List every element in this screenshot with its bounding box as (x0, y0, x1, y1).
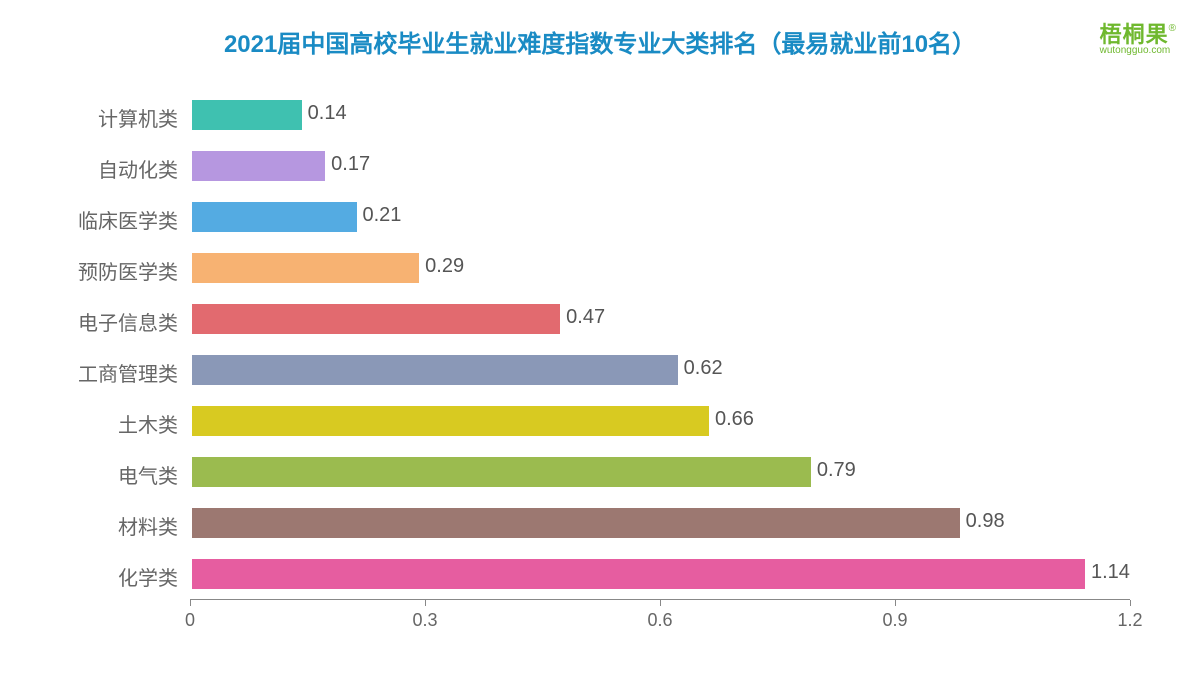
bar-value-label: 0.17 (331, 153, 370, 176)
category-label: 材料类 (118, 511, 178, 540)
bar-row: 土木类0.66 (190, 396, 1130, 447)
x-tick-label: 1.2 (1117, 610, 1142, 631)
bar (192, 355, 678, 385)
bar-row: 电子信息类0.47 (190, 294, 1130, 345)
bar-row: 材料类0.98 (190, 498, 1130, 549)
bar-row: 化学类1.14 (190, 549, 1130, 600)
bar (192, 508, 960, 538)
category-label: 预防医学类 (78, 256, 178, 285)
brand-logo-reg: ® (1169, 23, 1176, 34)
brand-logo: 梧桐果® wutongguo.com (1100, 24, 1176, 56)
bar (192, 151, 325, 181)
bar-row: 电气类0.79 (190, 447, 1130, 498)
bar-value-label: 0.21 (363, 204, 402, 227)
plot-area: 计算机类0.14自动化类0.17临床医学类0.21预防医学类0.29电子信息类0… (190, 90, 1130, 600)
x-tick-label: 0.3 (412, 610, 437, 631)
bar-value-label: 0.98 (966, 510, 1005, 533)
bar-value-label: 0.29 (425, 255, 464, 278)
category-label: 计算机类 (98, 103, 178, 132)
x-tick (660, 600, 661, 606)
bar-chart: 计算机类0.14自动化类0.17临床医学类0.21预防医学类0.29电子信息类0… (190, 90, 1130, 630)
bar (192, 304, 560, 334)
bar (192, 100, 302, 130)
bar-value-label: 0.62 (684, 357, 723, 380)
x-tick (190, 600, 191, 606)
chart-title: 2021届中国高校毕业生就业难度指数专业大类排名（最易就业前10名） (0, 0, 1200, 59)
bar (192, 406, 709, 436)
bar-value-label: 1.14 (1091, 561, 1130, 584)
category-label: 化学类 (118, 562, 178, 591)
brand-logo-sub: wutongguo.com (1100, 46, 1176, 56)
bar-value-label: 0.14 (308, 102, 347, 125)
category-label: 土木类 (118, 409, 178, 438)
x-tick (1130, 600, 1131, 606)
category-label: 电子信息类 (78, 307, 178, 336)
x-tick (895, 600, 896, 606)
bar-value-label: 0.66 (715, 408, 754, 431)
bar (192, 202, 357, 232)
bar-row: 工商管理类0.62 (190, 345, 1130, 396)
bar-row: 计算机类0.14 (190, 90, 1130, 141)
bar-row: 自动化类0.17 (190, 141, 1130, 192)
bar-value-label: 0.79 (817, 459, 856, 482)
bar-value-label: 0.47 (566, 306, 605, 329)
x-tick (425, 600, 426, 606)
x-tick-label: 0.9 (882, 610, 907, 631)
x-tick-label: 0 (185, 610, 195, 631)
bar (192, 559, 1085, 589)
bar-row: 预防医学类0.29 (190, 243, 1130, 294)
bar-row: 临床医学类0.21 (190, 192, 1130, 243)
category-label: 临床医学类 (78, 205, 178, 234)
bar (192, 253, 419, 283)
category-label: 工商管理类 (78, 358, 178, 387)
category-label: 电气类 (118, 460, 178, 489)
brand-logo-main: 梧桐果 (1100, 22, 1169, 47)
bar (192, 457, 811, 487)
x-tick-label: 0.6 (647, 610, 672, 631)
category-label: 自动化类 (98, 154, 178, 183)
